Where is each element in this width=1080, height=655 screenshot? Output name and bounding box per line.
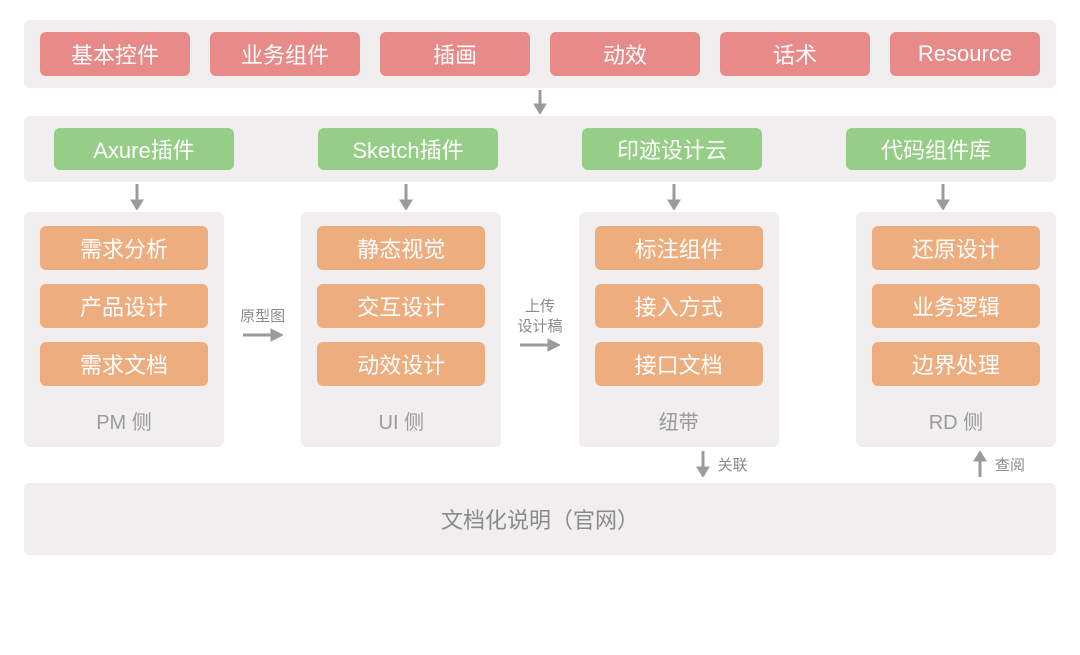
between-label: 原型图 — [240, 308, 285, 326]
resource-row: 基本控件业务组件插画动效话术 Resource — [24, 20, 1056, 88]
arrow-link-label: 关联 — [718, 454, 748, 475]
column-label-3: RD 侧 — [929, 406, 983, 435]
column-label-2: 纽带 — [659, 406, 699, 435]
task-pill-1-2: 动效设计 — [317, 342, 485, 386]
plugin-pill-0: Axure插件 — [54, 128, 234, 170]
resource-pill-5: Resource — [890, 32, 1040, 76]
task-pill-2-2: 接口文档 — [595, 342, 763, 386]
between-1: 上传设计稿 — [504, 212, 576, 442]
arrow-lookup-label: 查阅 — [995, 454, 1025, 475]
arrow-down-1 — [307, 184, 505, 210]
task-pill-2-0: 标注组件 — [595, 226, 763, 270]
resource-pill-4: 话术 — [720, 32, 870, 76]
workflow-columns: 需求分析产品设计需求文档 PM 侧 原型图 静态视觉交互设计动效设计 UI 侧 上传设计稿… — [24, 212, 1056, 447]
task-pill-0-1: 产品设计 — [40, 284, 208, 328]
resource-pill-0: 基本控件 — [40, 32, 190, 76]
task-pill-0-2: 需求文档 — [40, 342, 208, 386]
plugin-pill-3: 代码组件库 — [846, 128, 1026, 170]
arrow-down-3 — [844, 184, 1042, 210]
resource-pill-2: 插画 — [380, 32, 530, 76]
column-3: 还原设计业务逻辑边界处理 RD 侧 — [856, 212, 1056, 447]
plugin-pill-1: Sketch插件 — [318, 128, 498, 170]
plugin-row: Axure插件 Sketch插件 印迹设计云 代码组件库 — [24, 116, 1056, 182]
arrow-lookup: 查阅 — [973, 451, 1025, 477]
arrow-right-icon — [243, 328, 283, 346]
task-pill-3-1: 业务逻辑 — [872, 284, 1040, 328]
arrow-down-2 — [576, 184, 774, 210]
between-label: 设计稿 — [517, 318, 562, 336]
task-pill-3-0: 还原设计 — [872, 226, 1040, 270]
footer-label: 文档化说明（官网） — [441, 508, 639, 533]
task-pill-1-1: 交互设计 — [317, 284, 485, 328]
column-2: 标注组件接入方式接口文档纽带 — [579, 212, 779, 447]
plugin-pill-2: 印迹设计云 — [582, 128, 762, 170]
bottom-arrows: 关联 查阅 — [24, 447, 1056, 483]
arrow-down-0 — [38, 184, 236, 210]
between-label: 上传 — [525, 298, 555, 316]
arrow-right-icon — [520, 338, 560, 356]
column-1: 静态视觉交互设计动效设计 UI 侧 — [301, 212, 501, 447]
task-pill-3-2: 边界处理 — [872, 342, 1040, 386]
column-0: 需求分析产品设计需求文档 PM 侧 — [24, 212, 224, 447]
task-pill-1-0: 静态视觉 — [317, 226, 485, 270]
arrows-green-to-cols — [24, 182, 1056, 212]
column-label-0: PM 侧 — [96, 406, 152, 435]
between-0: 原型图 — [227, 212, 299, 442]
between-2 — [781, 212, 853, 442]
arrow-link: 关联 — [696, 451, 748, 477]
arrow-top-to-green — [24, 88, 1056, 116]
column-label-1: UI 侧 — [379, 406, 425, 435]
resource-pill-1: 业务组件 — [210, 32, 360, 76]
footer-docs: 文档化说明（官网） — [24, 483, 1056, 555]
task-pill-0-0: 需求分析 — [40, 226, 208, 270]
resource-pill-3: 动效 — [550, 32, 700, 76]
task-pill-2-1: 接入方式 — [595, 284, 763, 328]
